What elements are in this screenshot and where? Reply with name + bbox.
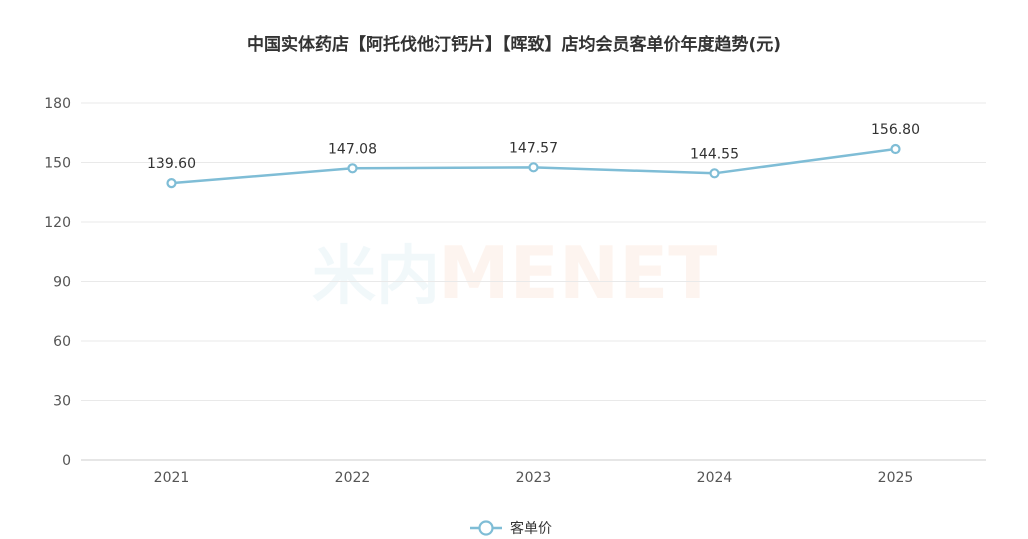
x-axis-ticks: 2021 2022 2023 2024 2025 [154, 470, 914, 486]
series-kedanjia: 139.60 147.08 147.57 144.55 156.80 [147, 122, 920, 189]
y-tick-label: 30 [53, 394, 71, 410]
data-label: 147.57 [509, 140, 558, 156]
data-label: 139.60 [147, 156, 196, 172]
legend[interactable]: 客单价 [470, 520, 552, 537]
x-tick-label: 2022 [335, 470, 371, 486]
data-point [709, 168, 720, 179]
y-tick-label: 150 [44, 156, 71, 172]
data-label: 147.08 [328, 141, 377, 157]
x-tick-label: 2025 [878, 470, 914, 486]
y-tick-label: 0 [62, 453, 71, 469]
y-axis-ticks: 0 30 60 90 120 150 180 [44, 96, 71, 469]
data-label: 156.80 [871, 122, 920, 138]
grid-lines [81, 102, 986, 461]
data-point [528, 162, 539, 173]
y-tick-label: 180 [44, 96, 71, 112]
watermark-en: MENET [438, 231, 717, 315]
legend-label: 客单价 [510, 520, 552, 537]
chart-title: 中国实体药店【阿托伐他汀钙片】【晖致】店均会员客单价年度趋势(元) [247, 34, 781, 55]
y-tick-label: 120 [44, 215, 71, 231]
y-tick-label: 60 [53, 334, 71, 350]
data-label: 144.55 [690, 146, 739, 162]
legend-marker [478, 520, 494, 536]
x-tick-label: 2021 [154, 470, 190, 486]
data-point [166, 178, 177, 189]
data-point [890, 143, 901, 155]
x-tick-label: 2023 [516, 470, 552, 486]
x-tick-label: 2024 [697, 470, 733, 486]
data-point [347, 163, 358, 174]
watermark: 米内 MENET [312, 231, 717, 315]
y-tick-label: 90 [53, 275, 71, 291]
watermark-cn: 米内 [312, 240, 440, 314]
